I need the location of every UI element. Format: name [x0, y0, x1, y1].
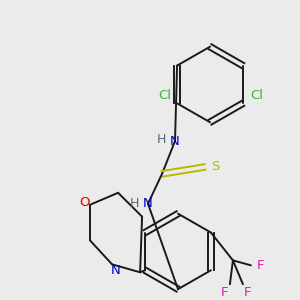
Text: N: N — [170, 135, 180, 148]
Text: Cl: Cl — [250, 89, 263, 102]
Text: F: F — [221, 286, 229, 299]
Text: Cl: Cl — [159, 89, 172, 102]
Text: N: N — [111, 264, 121, 277]
Text: H: H — [156, 133, 166, 146]
Text: O: O — [79, 196, 89, 209]
Text: H: H — [129, 197, 139, 210]
Text: N: N — [143, 197, 153, 210]
Text: F: F — [257, 259, 265, 272]
Text: S: S — [211, 160, 219, 173]
Text: F: F — [244, 286, 252, 299]
